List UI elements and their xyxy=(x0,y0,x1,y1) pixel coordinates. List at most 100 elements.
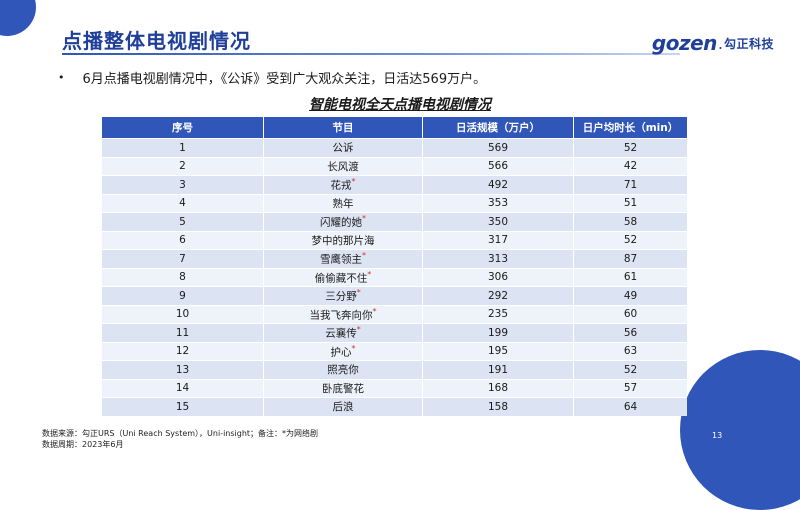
drama-table: 序号 节目 日活规模（万户） 日户均时长（min） 1 公诉 569 52 2 长风渡 56… xyxy=(102,117,687,416)
cell-duration: 87 xyxy=(573,249,687,268)
cell-program-text: 三分野 xyxy=(325,290,357,303)
cell-dau: 566 xyxy=(422,156,574,176)
cell-dau-text: 306 xyxy=(487,271,509,284)
logo-text: 勾正科技 xyxy=(723,36,774,51)
table-row: 4 熟年 353 51 xyxy=(102,193,687,213)
cell-rank: 11 xyxy=(102,323,264,342)
cell-program: 梦中的那片海 xyxy=(263,230,423,250)
footnote-source: 数据来源：勾正URS（Uni Reach System），Uni-insight… xyxy=(42,429,319,438)
cell-duration: 64 xyxy=(573,397,687,416)
brand-logo: gozen . 勾正科技 xyxy=(652,31,774,55)
cell-dau-text: 566 xyxy=(487,160,509,173)
page-title: 点播整体电视剧情况 xyxy=(62,29,251,53)
table-row: 12 护心* 195 63 xyxy=(102,341,687,361)
cell-program-text: 偷偷藏不住 xyxy=(314,272,368,284)
footnote: 数据来源：勾正URS（Uni Reach System），Uni-insight… xyxy=(42,428,318,450)
web-drama-marker: * xyxy=(351,343,356,353)
cell-program-text: 当我飞奔向你 xyxy=(309,309,373,321)
cell-dau: 313 xyxy=(422,249,574,268)
table-row: 3 花戎* 492 71 xyxy=(102,175,687,194)
cell-program: 卧底警花 xyxy=(263,378,423,398)
table-body: 1 公诉 569 52 2 长风渡 566 42 3 花戎* 492 71 4 熟年 353 51 5 闪耀的她*… xyxy=(102,138,687,416)
cell-duration-text: 42 xyxy=(623,160,638,173)
table-row: 1 公诉 569 52 xyxy=(102,138,687,157)
cell-rank-text: 2 xyxy=(179,160,186,173)
cell-duration: 58 xyxy=(573,212,687,231)
cell-dau: 199 xyxy=(422,323,574,342)
table-row: 8 偷偷藏不住* 306 61 xyxy=(102,267,687,287)
cell-rank-text: 4 xyxy=(179,197,186,210)
cell-duration-text: 52 xyxy=(623,234,638,247)
cell-duration: 52 xyxy=(573,138,687,157)
table-row: 10 当我飞奔向你* 235 60 xyxy=(102,304,687,324)
cell-duration: 71 xyxy=(573,175,687,194)
summary-bullet: • 6月点播电视剧情况中，《公诉》受到广大观众关注，日活达569万户。 xyxy=(58,68,486,87)
web-drama-marker: * xyxy=(351,177,356,186)
table-title: 智能电视全天点播电视剧情况 xyxy=(309,97,491,113)
cell-rank: 10 xyxy=(102,304,264,324)
cell-duration: 63 xyxy=(573,341,687,361)
cell-program-text: 公诉 xyxy=(332,142,354,155)
logo-separator: . xyxy=(717,33,723,53)
cell-dau-text: 350 xyxy=(487,215,509,228)
cell-program-text: 长风渡 xyxy=(327,160,359,173)
bullet-dot-icon: • xyxy=(58,71,65,84)
cell-program-text: 雪鹰领主 xyxy=(320,253,362,266)
cell-duration-text: 49 xyxy=(623,289,638,302)
cell-dau: 317 xyxy=(422,230,574,250)
title-underline xyxy=(62,53,680,55)
cell-rank-text: 7 xyxy=(179,252,186,265)
cell-dau-text: 191 xyxy=(487,363,509,376)
decorative-corner-circle xyxy=(0,0,36,36)
table-row: 5 闪耀的她* 350 58 xyxy=(102,212,687,231)
cell-dau-text: 492 xyxy=(487,178,509,191)
cell-dau-text: 235 xyxy=(487,308,509,321)
cell-dau-text: 353 xyxy=(487,197,509,210)
cell-rank-text: 6 xyxy=(179,234,186,247)
cell-dau: 353 xyxy=(422,193,574,213)
cell-rank: 3 xyxy=(102,175,264,194)
table-row: 11 云襄传* 199 56 xyxy=(102,323,687,342)
cell-rank: 5 xyxy=(102,212,264,231)
cell-duration-text: 63 xyxy=(623,345,638,358)
cell-duration-text: 52 xyxy=(623,141,638,154)
web-drama-marker: * xyxy=(362,251,366,260)
cell-program: 公诉 xyxy=(263,138,423,157)
table-header-row: 序号 节目 日活规模（万户） 日户均时长（min） xyxy=(102,117,687,139)
cell-dau: 195 xyxy=(422,341,574,361)
table-row: 9 三分野* 292 49 xyxy=(102,286,687,305)
table-row: 15 后浪 158 64 xyxy=(102,397,687,416)
footnote-period: 数据周期：2023年6月 xyxy=(42,440,124,449)
cell-rank-text: 5 xyxy=(179,215,186,228)
cell-dau-text: 569 xyxy=(487,141,509,154)
cell-dau: 306 xyxy=(422,267,574,287)
cell-program: 后浪 xyxy=(263,397,423,416)
cell-dau: 492 xyxy=(422,175,574,194)
column-header-duration: 日户均时长（min） xyxy=(573,117,687,139)
table-row: 6 梦中的那片海 317 52 xyxy=(102,230,687,250)
cell-duration-text: 58 xyxy=(623,215,638,228)
cell-duration: 52 xyxy=(573,230,687,250)
web-drama-marker: * xyxy=(356,325,361,334)
cell-duration-text: 52 xyxy=(623,363,638,376)
cell-program: 三分野* xyxy=(263,286,423,305)
cell-dau: 292 xyxy=(422,286,574,305)
column-header-program: 节目 xyxy=(263,117,423,139)
cell-rank-text: 10 xyxy=(175,308,190,321)
table-row: 14 卧底警花 168 57 xyxy=(102,378,687,398)
cell-rank-text: 15 xyxy=(175,400,190,413)
cell-program: 熟年 xyxy=(263,193,423,213)
cell-dau-text: 168 xyxy=(487,382,509,395)
cell-dau: 569 xyxy=(422,138,574,157)
cell-rank-text: 1 xyxy=(179,141,186,154)
cell-rank: 9 xyxy=(102,286,264,305)
cell-rank: 2 xyxy=(102,156,264,176)
cell-duration-text: 56 xyxy=(623,326,638,339)
cell-program-text: 照亮你 xyxy=(327,364,359,377)
cell-rank: 6 xyxy=(102,230,264,250)
cell-dau-text: 199 xyxy=(487,326,509,339)
cell-program: 闪耀的她* xyxy=(263,212,423,231)
decorative-corner-circle-bottom xyxy=(680,350,800,510)
web-drama-marker: * xyxy=(367,269,372,279)
cell-dau-text: 195 xyxy=(487,345,509,358)
